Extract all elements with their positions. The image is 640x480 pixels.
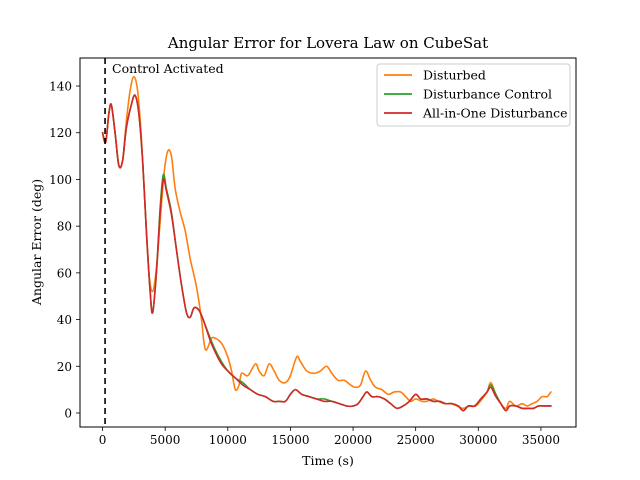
x-tick-label: 25000 [397, 433, 435, 447]
y-ticks: 0 20 40 60 80 100 120 140 [49, 80, 80, 420]
legend: Disturbed Disturbance Control All-in-One D… [376, 63, 571, 127]
x-tick-label: 5000 [150, 433, 181, 447]
y-axis-label: Angular Error (deg) [29, 179, 44, 306]
x-ticks: 0 5000 10000 15000 20000 25000 30000 35000 [99, 427, 560, 447]
y-tick-label: 60 [57, 266, 72, 280]
legend-label-1: Disturbed [423, 68, 486, 83]
x-axis-label: Time (s) [302, 453, 354, 468]
x-tick-label: 15000 [271, 433, 309, 447]
legend-label-3: All-in-One Disturbance [422, 106, 568, 121]
y-tick-label: 100 [49, 173, 72, 187]
y-tick-label: 20 [57, 360, 72, 374]
chart-title: Angular Error for Lovera Law on CubeSat [167, 34, 488, 52]
y-tick-label: 40 [57, 313, 72, 327]
control-activated-annotation: Control Activated [112, 61, 224, 76]
x-tick-label: 35000 [522, 433, 560, 447]
y-tick-label: 120 [49, 126, 72, 140]
plot-frame [79, 57, 577, 428]
x-tick-label: 0 [99, 433, 107, 447]
x-tick-label: 20000 [334, 433, 372, 447]
legend-box [376, 63, 571, 127]
series-layer [101, 75, 552, 412]
y-tick-label: 140 [49, 80, 72, 94]
x-tick-label: 30000 [459, 433, 497, 447]
series-line-3 [101, 94, 552, 412]
y-tick-label: 0 [64, 406, 72, 420]
legend-label-2: Disturbance Control [423, 87, 552, 102]
y-tick-label: 80 [57, 220, 72, 234]
x-tick-label: 10000 [209, 433, 247, 447]
